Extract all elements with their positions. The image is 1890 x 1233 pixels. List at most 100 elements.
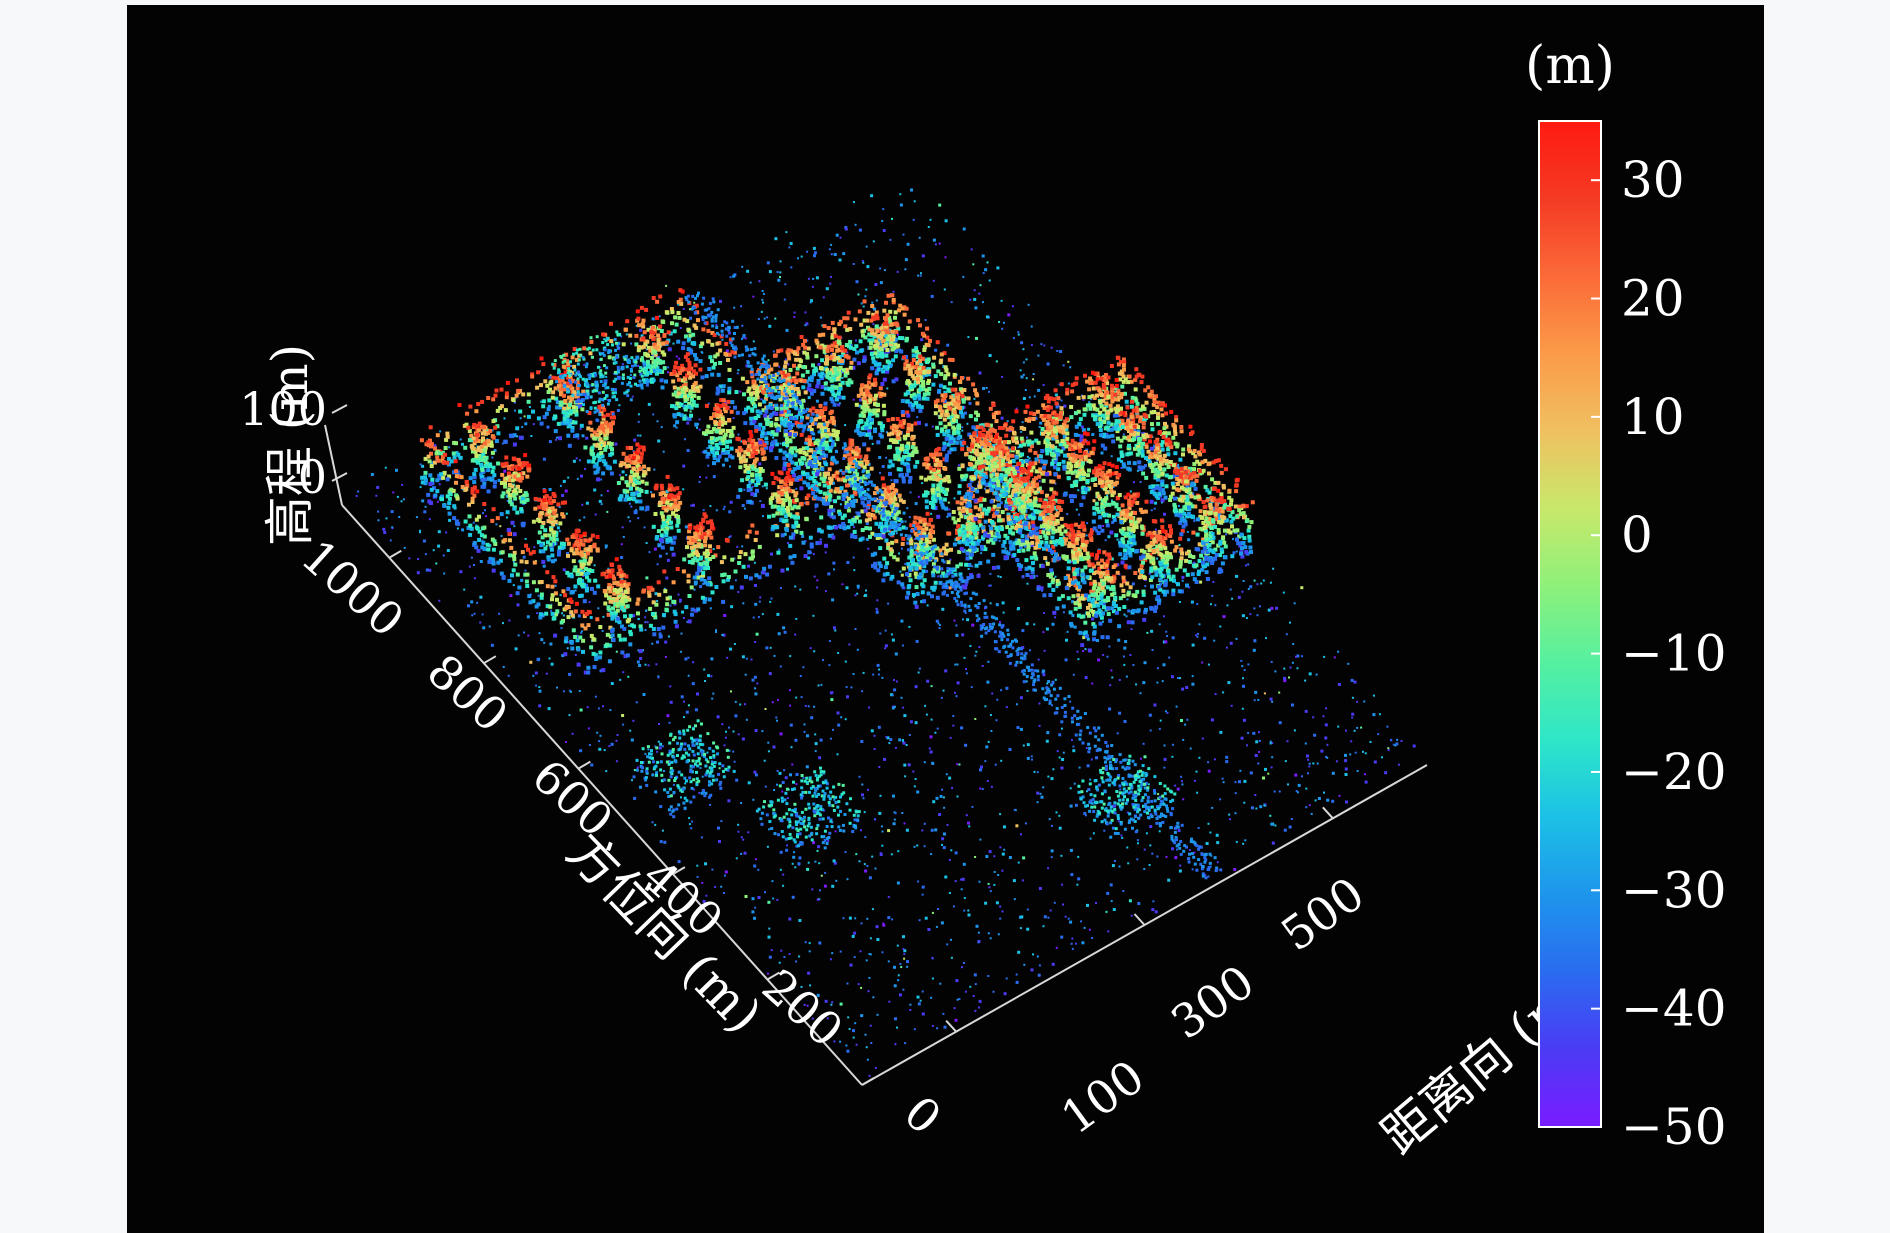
data-point — [737, 591, 740, 593]
data-point — [732, 417, 735, 420]
data-point — [567, 476, 570, 479]
data-point — [614, 597, 619, 602]
data-point — [703, 597, 708, 601]
data-point — [648, 623, 653, 628]
data-point — [696, 395, 701, 400]
data-point — [651, 296, 656, 300]
data-point — [820, 874, 823, 877]
data-point — [882, 922, 885, 925]
data-point — [1378, 713, 1381, 716]
data-point — [425, 568, 429, 572]
data-point — [1234, 781, 1237, 784]
data-point — [1005, 706, 1008, 709]
data-point — [590, 445, 595, 450]
data-point — [698, 792, 701, 794]
data-point — [1110, 669, 1113, 672]
data-point — [753, 675, 757, 679]
data-point — [1046, 362, 1050, 366]
data-point — [592, 455, 597, 460]
data-point — [885, 456, 888, 459]
data-point — [638, 384, 641, 387]
data-point — [564, 636, 569, 641]
data-point — [737, 823, 740, 826]
data-point — [544, 503, 549, 508]
data-point — [1158, 623, 1161, 626]
data-point — [710, 522, 715, 527]
data-point — [1055, 946, 1058, 949]
data-point — [870, 194, 874, 198]
data-point — [813, 254, 816, 258]
data-point — [518, 489, 523, 493]
data-point — [961, 429, 964, 432]
data-point — [575, 379, 580, 384]
data-point — [1212, 581, 1215, 583]
data-point — [752, 798, 755, 801]
data-point — [931, 425, 934, 428]
data-point — [553, 519, 558, 524]
data-point — [1323, 655, 1326, 658]
data-point — [1351, 712, 1355, 716]
data-point — [1264, 803, 1267, 806]
data-point — [646, 467, 651, 472]
data-point — [558, 530, 561, 533]
data-point — [984, 901, 988, 905]
data-point — [615, 608, 620, 613]
data-point — [948, 586, 952, 590]
data-point — [691, 503, 695, 507]
data-point — [704, 403, 709, 408]
data-point — [750, 473, 755, 478]
data-point — [568, 418, 573, 423]
data-point — [562, 406, 567, 411]
data-point — [436, 458, 441, 463]
data-point — [552, 363, 557, 367]
data-point — [731, 425, 736, 430]
data-point — [653, 512, 658, 516]
data-point — [820, 683, 823, 686]
data-point — [823, 884, 827, 888]
data-point — [706, 533, 711, 538]
data-point — [429, 464, 434, 468]
data-point — [503, 408, 508, 413]
data-point — [647, 664, 650, 667]
data-point — [623, 595, 628, 600]
data-point — [610, 628, 615, 633]
data-point — [816, 586, 819, 589]
data-point — [724, 457, 729, 462]
data-point — [1392, 743, 1395, 746]
data-point — [824, 590, 827, 593]
data-point — [930, 853, 933, 856]
data-point — [421, 499, 425, 503]
data-point — [687, 416, 692, 421]
data-point — [1135, 683, 1138, 686]
data-point — [1189, 747, 1192, 750]
data-point — [786, 496, 791, 501]
data-point — [762, 301, 764, 304]
data-point — [1036, 771, 1039, 774]
data-point — [713, 407, 718, 411]
data-point — [750, 492, 755, 497]
data-point — [710, 590, 715, 595]
data-point — [1178, 601, 1181, 603]
data-point — [715, 406, 720, 411]
data-point — [764, 785, 767, 788]
data-point — [968, 401, 972, 405]
data-point — [768, 828, 771, 831]
data-point — [860, 922, 863, 925]
data-point — [643, 471, 648, 476]
data-point — [576, 647, 581, 652]
data-point — [969, 645, 972, 647]
data-point — [632, 450, 635, 453]
data-point — [901, 739, 904, 741]
data-point — [758, 600, 761, 603]
data-point — [780, 498, 785, 502]
data-point — [676, 339, 681, 344]
data-point — [699, 585, 703, 589]
data-point — [1103, 829, 1106, 832]
data-point — [988, 584, 991, 587]
data-point — [549, 527, 554, 532]
data-point — [825, 287, 829, 291]
data-point — [538, 686, 541, 689]
data-point — [718, 333, 720, 336]
data-point — [420, 475, 425, 480]
data-point — [673, 497, 678, 502]
